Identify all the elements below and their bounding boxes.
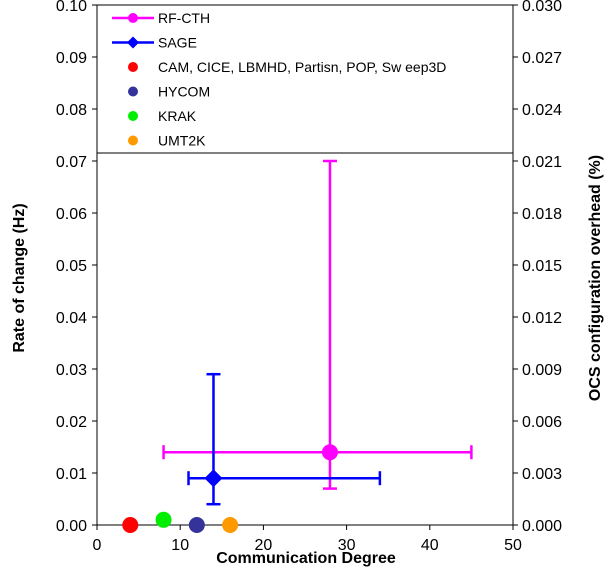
legend-marker bbox=[127, 36, 139, 49]
legend-marker bbox=[128, 135, 138, 146]
x-tick-label: 20 bbox=[255, 537, 273, 554]
data-point bbox=[222, 517, 239, 533]
y2-axis-title: OCS configuration overhead (%) bbox=[587, 155, 604, 401]
legend-label: RF-CTH bbox=[158, 10, 210, 26]
y-tick-label: 0.10 bbox=[56, 0, 87, 15]
data-point bbox=[155, 511, 172, 528]
x-tick-label: 50 bbox=[504, 537, 522, 554]
y-tick-label: 0.07 bbox=[56, 154, 87, 171]
data-point bbox=[321, 444, 338, 461]
y-tick-label: 0.06 bbox=[56, 206, 87, 223]
y-tick-label: 0.02 bbox=[56, 414, 87, 431]
y2-tick-label: 0.003 bbox=[522, 466, 562, 483]
y-tick-label: 0.01 bbox=[56, 466, 87, 483]
x-tick-label: 10 bbox=[171, 537, 189, 554]
x-tick-label: 30 bbox=[338, 537, 356, 554]
legend: RF-CTH SAGE CAM, CICE, LBMHD, Partisn, POP… bbox=[96, 4, 514, 154]
data-point bbox=[204, 469, 223, 488]
legend-marker bbox=[128, 62, 138, 72]
x-tick-label: 40 bbox=[421, 537, 439, 554]
y-tick-label: 0.08 bbox=[56, 102, 87, 119]
y2-tick-label: 0.021 bbox=[522, 154, 562, 171]
y2-tick-label: 0.030 bbox=[522, 0, 562, 15]
y2-tick-label: 0.024 bbox=[522, 102, 562, 119]
x-tick-label: 0 bbox=[93, 537, 102, 554]
legend-marker bbox=[128, 86, 138, 97]
y-tick-label: 0.00 bbox=[56, 518, 87, 535]
y2-tick-label: 0.012 bbox=[522, 310, 562, 327]
y-axis-title: Rate of change (Hz) bbox=[11, 203, 28, 352]
legend-label: HYCOM bbox=[158, 84, 210, 100]
legend-label: UMT2K bbox=[158, 133, 206, 149]
legend-box bbox=[96, 4, 514, 154]
y2-tick-label: 0.000 bbox=[522, 518, 562, 535]
legend-label: SAGE bbox=[158, 35, 197, 51]
y2-tick-label: 0.015 bbox=[522, 258, 562, 275]
chart-marks bbox=[122, 159, 473, 533]
y2-tick-label: 0.018 bbox=[522, 206, 562, 223]
data-point bbox=[188, 517, 205, 533]
legend-label: CAM, CICE, LBMHD, Partisn, POP, Sw eep3D bbox=[158, 59, 446, 75]
data-point bbox=[122, 517, 139, 533]
y2-tick-label: 0.027 bbox=[522, 50, 562, 67]
legend-marker bbox=[128, 111, 138, 121]
y2-tick-label: 0.006 bbox=[522, 414, 562, 431]
y-tick-label: 0.04 bbox=[56, 310, 87, 327]
y-tick-label: 0.05 bbox=[56, 258, 87, 275]
x-axis-title: Communication Degree bbox=[216, 550, 396, 567]
legend-label: KRAK bbox=[158, 108, 197, 124]
y-tick-label: 0.03 bbox=[56, 362, 87, 379]
legend-marker bbox=[128, 13, 138, 23]
axes: 0.00 0.01 0.02 0.03 0.04 0.05 0.06 0.07 0.08 0.09… bbox=[56, 0, 562, 554]
y-tick-label: 0.09 bbox=[56, 50, 87, 67]
y2-tick-label: 0.009 bbox=[522, 362, 562, 379]
